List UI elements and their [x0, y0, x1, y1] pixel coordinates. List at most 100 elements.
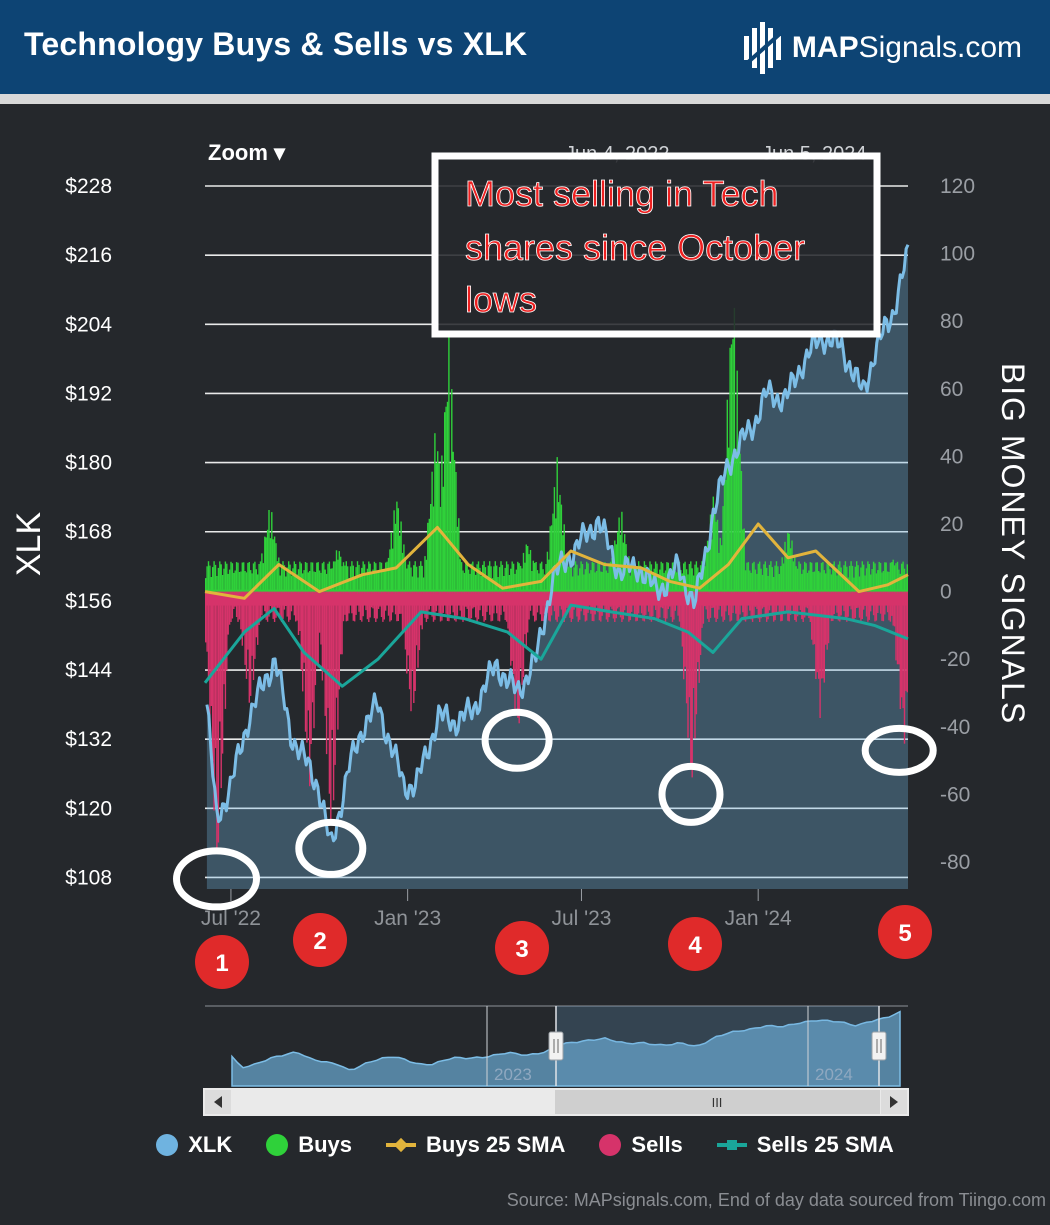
buy-bar [839, 561, 841, 592]
sell-bar [340, 591, 342, 655]
buy-bar [868, 564, 870, 592]
sell-bar [321, 591, 324, 681]
buy-bar [517, 561, 519, 592]
buy-bar [687, 574, 689, 592]
sell-bar [375, 591, 377, 622]
buy-bar [217, 567, 220, 592]
buy-bar [230, 561, 232, 592]
buy-bar [872, 561, 875, 592]
header-divider [0, 94, 1050, 104]
sell-bar [600, 591, 602, 622]
legend-item[interactable]: Buys 25 SMA [386, 1132, 565, 1158]
buy-bar [219, 561, 221, 592]
sell-bar [722, 591, 724, 622]
navigator-handle-left[interactable] [548, 1006, 564, 1086]
buy-bar [785, 552, 788, 592]
buy-bar [569, 561, 571, 592]
sell-bar [327, 591, 329, 708]
sell-bar [354, 591, 356, 622]
buys-baseline [205, 589, 908, 594]
right-axis-label: BIG MONEY SIGNALS [995, 363, 1031, 725]
buy-bar [252, 563, 255, 592]
buy-bar [247, 562, 249, 592]
buy-bar [334, 561, 336, 592]
buy-bar [632, 561, 634, 592]
buy-bar [463, 572, 466, 592]
sell-bar [345, 591, 347, 622]
buy-bar [288, 561, 290, 592]
navigator-handle-right[interactable] [871, 1006, 887, 1086]
sell-bar [555, 591, 557, 620]
buy-bar [833, 561, 835, 592]
buy-bar [836, 575, 838, 592]
buy-bar [692, 575, 695, 592]
legend-item[interactable]: Buys [266, 1132, 352, 1158]
sell-bar [332, 591, 335, 801]
buy-bar [338, 551, 340, 592]
sell-bar [288, 591, 290, 622]
buy-bar [445, 406, 447, 592]
buy-bar [583, 574, 585, 592]
sell-bar [335, 591, 338, 698]
buy-bar [437, 451, 439, 592]
buy-bar [328, 561, 331, 592]
buy-bar [743, 528, 745, 592]
marker-4-label: 4 [688, 932, 702, 959]
left-tick-label: $168 [65, 521, 112, 544]
buy-bar [351, 561, 353, 592]
legend-item[interactable]: Sells 25 SMA [716, 1132, 894, 1158]
map-logo-icon [743, 22, 784, 74]
sell-bar [338, 591, 340, 690]
sell-bar [216, 591, 218, 850]
legend-item[interactable]: XLK [156, 1132, 232, 1158]
sell-bar [906, 591, 908, 693]
sell-bar [455, 591, 457, 622]
buy-bar [527, 546, 529, 592]
buy-bar [723, 474, 726, 592]
x-tick-label: Jul '22 [201, 907, 261, 930]
annotation-line-1: Most selling in Tech [465, 173, 779, 214]
buy-bar [893, 565, 896, 592]
marker-3-label: 3 [515, 936, 528, 963]
sell-bar [295, 591, 297, 622]
scroll-thumb[interactable] [555, 1090, 880, 1114]
buy-bar [266, 529, 269, 592]
buy-bar [411, 576, 414, 592]
buy-bar [608, 563, 610, 592]
buy-bar [231, 563, 234, 592]
sell-bar [347, 591, 349, 621]
sell-bar [736, 591, 738, 621]
buy-bar [737, 442, 740, 592]
zoom-button[interactable]: Zoom ▾ [208, 140, 286, 165]
sell-bar [453, 591, 456, 621]
buy-bar [314, 572, 317, 592]
sell-bar [462, 591, 464, 622]
buy-bar [646, 576, 648, 592]
navigator[interactable]: 2023 2024 [205, 1005, 908, 1087]
buy-bar [820, 562, 823, 592]
sell-bar [702, 591, 705, 624]
buy-bar [834, 568, 837, 592]
navigator-selection[interactable] [556, 1006, 879, 1086]
buy-bar [867, 561, 869, 592]
sell-bar [510, 591, 512, 666]
buy-bar [792, 561, 795, 592]
right-tick-label: -60 [940, 783, 970, 806]
buy-bar [590, 570, 592, 592]
sell-bar [304, 591, 307, 732]
sell-bar [628, 591, 630, 622]
sell-bar [490, 591, 492, 622]
buy-bar [906, 564, 908, 592]
buy-bar [629, 575, 631, 592]
scrollbar[interactable]: III [203, 1088, 909, 1116]
buy-bar [244, 571, 246, 592]
buy-bar [736, 370, 738, 592]
legend: XLK Buys Buys 25 SMA Sells Sells 25 SMA [0, 1125, 1050, 1165]
sell-bar [650, 591, 653, 622]
buy-bar [750, 572, 752, 592]
buy-bar [841, 576, 844, 592]
sell-bar [244, 591, 246, 665]
buy-bar [770, 561, 772, 592]
highlight-circle [173, 847, 260, 911]
legend-item[interactable]: Sells [599, 1132, 683, 1158]
